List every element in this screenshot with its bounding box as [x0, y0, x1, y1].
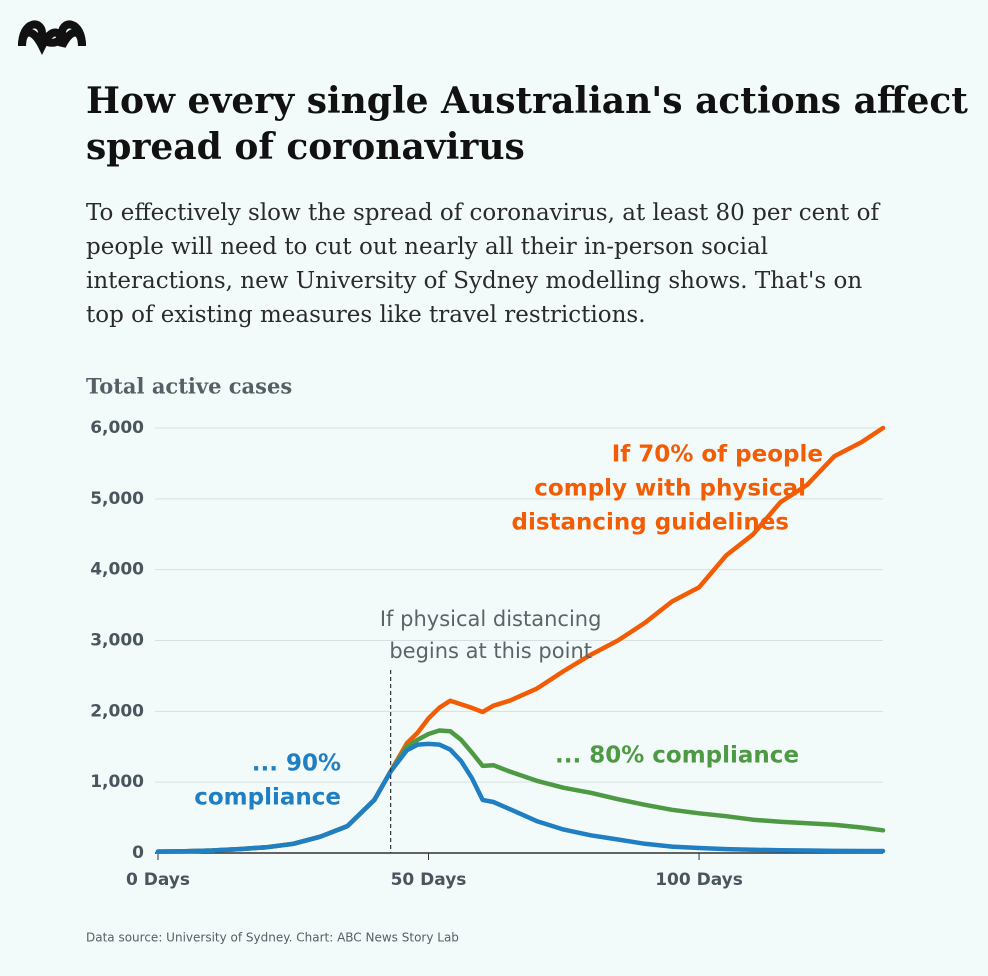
title-line: How every single Australian's actions af… [86, 80, 968, 122]
y-tick-label: 5,000 [90, 489, 144, 509]
series-label: ... 80% compliance [555, 743, 799, 769]
y-tick-label: 3,000 [90, 631, 144, 651]
subtitle-line: top of existing measures like travel res… [86, 302, 646, 328]
title-line: spread of coronavirus [86, 126, 525, 168]
annotation-text: begins at this point [389, 639, 592, 663]
series-label: compliance [194, 785, 341, 811]
y-tick-label: 6,000 [90, 418, 144, 438]
y-tick-label: 1,000 [90, 772, 144, 792]
abc-logo [18, 20, 86, 55]
y-tick-label: 2,000 [90, 701, 144, 721]
subtitle-line: people will need to cut out nearly all t… [86, 234, 768, 260]
series-label: ... 90% [252, 751, 341, 777]
series-label: If 70% of people [612, 442, 823, 468]
y-tick-label: 4,000 [90, 560, 144, 580]
subtitle-line: interactions, new University of Sydney m… [86, 268, 862, 294]
x-tick-label: 100 Days [655, 870, 743, 890]
subtitle-line: To effectively slow the spread of corona… [86, 200, 880, 226]
annotation-text: If physical distancing [380, 607, 602, 631]
x-tick-label: 50 Days [391, 870, 467, 890]
series-label: distancing guidelines [511, 510, 789, 536]
source: Data source: University of Sydney. Chart… [86, 931, 459, 945]
y-tick-label: 0 [132, 843, 144, 863]
y-axis-label: Total active cases [86, 374, 292, 399]
series-label: comply with physical [534, 476, 806, 502]
x-tick-label: 0 Days [126, 870, 190, 890]
series-line [155, 741, 886, 854]
